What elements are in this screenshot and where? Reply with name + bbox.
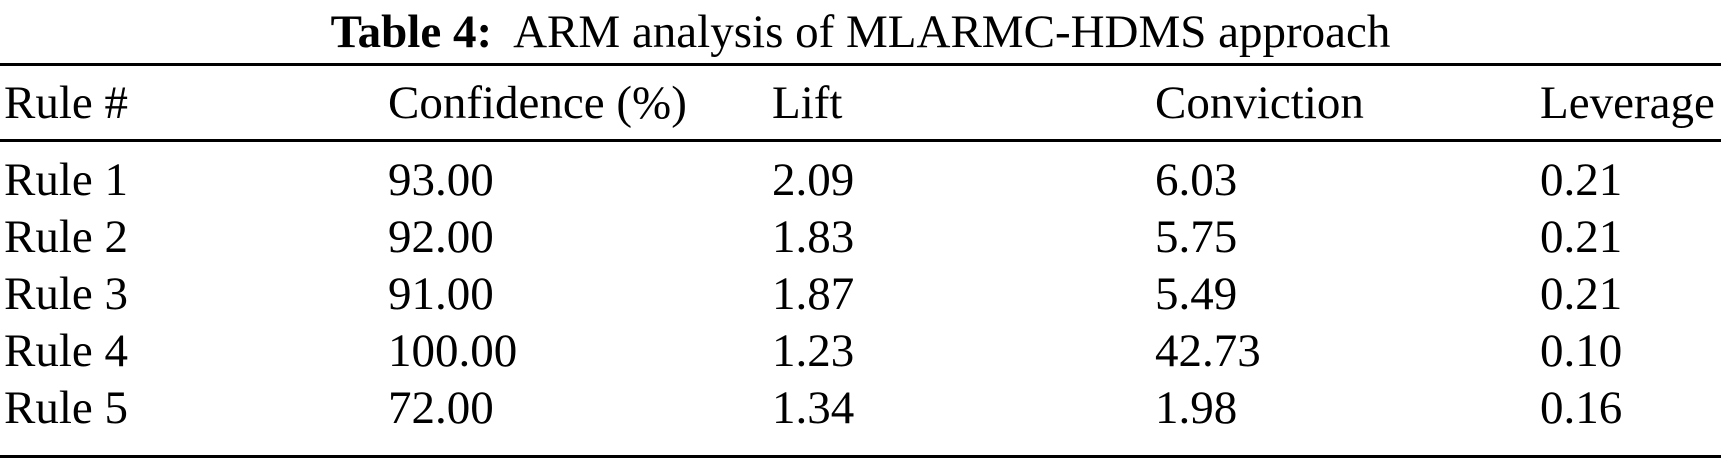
table-body: Rule 1 93.00 2.09 6.03 0.21 Rule 2 92.00… [0,142,1721,455]
cell-rule: Rule 5 [4,382,129,434]
cell-leverage: 0.21 [1540,211,1623,263]
cell-lift: 1.23 [772,325,855,377]
cell-rule: Rule 4 [4,325,129,377]
caption-label: Table 4: [330,5,493,58]
cell-confidence: 92.00 [388,211,494,263]
bottom-rule [0,454,1721,458]
cell-lift: 1.34 [772,382,855,434]
cell-conviction: 5.49 [1155,268,1238,320]
header-cell-confidence: Confidence (%) [388,76,687,129]
cell-rule: Rule 3 [4,268,129,320]
cell-conviction: 42.73 [1155,325,1261,377]
table-row: Rule 5 72.00 1.34 1.98 0.16 [0,380,1721,437]
cell-lift: 1.87 [772,268,855,320]
cell-lift: 1.83 [772,211,855,263]
table-row: Rule 1 93.00 2.09 6.03 0.21 [0,152,1721,209]
cell-lift: 2.09 [772,154,855,206]
table-row: Rule 2 92.00 1.83 5.75 0.21 [0,209,1721,266]
table-header-row: Rule # Confidence (%) Lift Conviction Le… [0,66,1721,139]
cell-confidence: 72.00 [388,382,494,434]
cell-confidence: 100.00 [388,325,518,377]
header-rule [0,139,1721,142]
cell-confidence: 91.00 [388,268,494,320]
caption-title: ARM analysis of MLARMC-HDMS approach [513,5,1391,58]
cell-rule: Rule 1 [4,154,129,206]
header-cell-conviction: Conviction [1155,76,1364,129]
header-cell-rule: Rule # [4,76,129,129]
table-row: Rule 3 91.00 1.87 5.49 0.21 [0,266,1721,323]
cell-leverage: 0.21 [1540,154,1623,206]
cell-conviction: 5.75 [1155,211,1238,263]
table-caption: Table 4: ARM analysis of MLARMC-HDMS app… [0,0,1721,63]
header-cell-lift: Lift [772,76,843,129]
cell-leverage: 0.10 [1540,325,1623,377]
cell-rule: Rule 2 [4,211,129,263]
header-cell-leverage: Leverage [1540,76,1715,129]
cell-leverage: 0.16 [1540,382,1623,434]
table-row: Rule 4 100.00 1.23 42.73 0.10 [0,323,1721,380]
cell-leverage: 0.21 [1540,268,1623,320]
cell-conviction: 1.98 [1155,382,1238,434]
top-rule [0,63,1721,66]
cell-confidence: 93.00 [388,154,494,206]
cell-conviction: 6.03 [1155,154,1238,206]
